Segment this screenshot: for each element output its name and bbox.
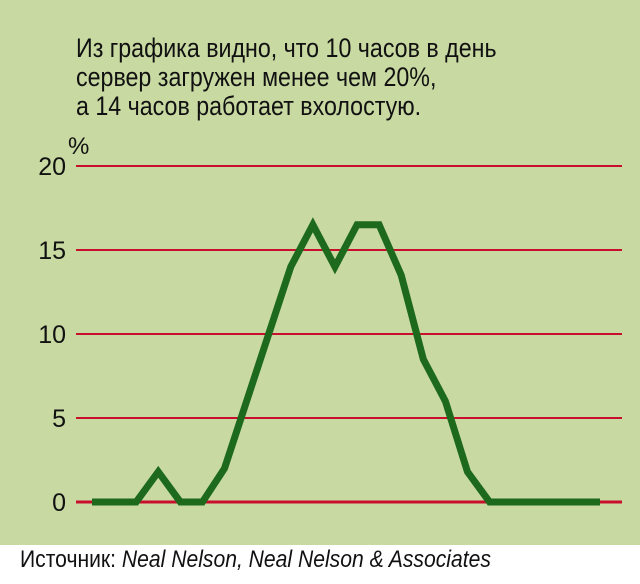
y-tick-label: 15 bbox=[38, 237, 66, 265]
series-group bbox=[91, 217, 601, 506]
y-tick-label: 0 bbox=[52, 489, 66, 517]
caption-line-1: Из графика видно, что 10 часов в день bbox=[76, 33, 497, 63]
y-tick-label: 5 bbox=[52, 405, 66, 433]
gridlines bbox=[76, 165, 622, 504]
y-axis-unit-label: % bbox=[68, 133, 89, 160]
source-label: Источник: bbox=[20, 546, 122, 573]
line-chart: 0 5 10 15 20 % bbox=[38, 133, 622, 517]
y-tick-label: 20 bbox=[38, 153, 66, 181]
source-note: Источник: Neal Nelson, Neal Nelson & Ass… bbox=[20, 545, 566, 584]
chart-panel: Из графика видно, что 10 часов в день се… bbox=[0, 0, 640, 545]
caption-line-2: сервер загружен менее чем 20%, bbox=[76, 62, 437, 92]
y-axis-ticks: 0 5 10 15 20 bbox=[38, 153, 66, 517]
y-tick-label: 10 bbox=[38, 321, 66, 349]
caption-line-3: а 14 часов работает вхолостую. bbox=[76, 91, 422, 121]
series-line bbox=[92, 217, 600, 506]
source-value: Neal Nelson, Neal Nelson & Associates bbox=[121, 546, 491, 573]
chart-caption: Из графика видно, что 10 часов в день се… bbox=[76, 34, 549, 121]
